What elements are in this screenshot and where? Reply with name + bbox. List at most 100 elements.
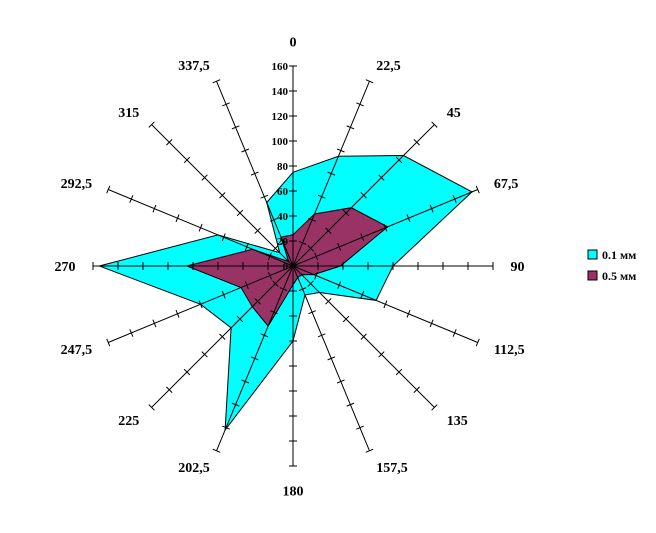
tick-6-7 — [413, 386, 420, 393]
tick-11-2 — [244, 281, 249, 289]
tick-10-4 — [219, 333, 226, 340]
tick-7-7 — [356, 425, 364, 430]
tick-7-1 — [298, 287, 307, 292]
tick-15-7 — [222, 102, 230, 107]
legend-swatch-0.1mm — [587, 249, 598, 260]
tick-7-8 — [365, 448, 374, 453]
tick-9-6 — [231, 402, 240, 407]
legend-label-0.5mm: 0.5 мм — [602, 269, 636, 283]
legend-swatch-0.5mm — [587, 270, 598, 281]
tick-13-2 — [244, 243, 249, 251]
tick-13-8 — [106, 185, 111, 194]
tick-10-7 — [166, 386, 173, 393]
tick-15-3 — [260, 194, 269, 199]
tick-10-2 — [254, 298, 261, 305]
tick-6-2 — [325, 298, 332, 305]
tick-6-8 — [431, 404, 438, 411]
tick-1-7 — [356, 102, 364, 107]
direction-label-13: 292,5 — [61, 177, 93, 192]
radial-tick-label-3: 60 — [277, 186, 289, 198]
tick-2-2 — [325, 227, 332, 234]
tick-1-1 — [298, 240, 307, 245]
radial-tick-label-2: 40 — [277, 211, 289, 223]
tick-1-5 — [336, 148, 345, 153]
direction-label-9: 202,5 — [178, 461, 210, 476]
radial-tick-label-8: 160 — [272, 61, 289, 73]
tick-14-2 — [254, 227, 261, 234]
tick-14-7 — [166, 139, 173, 146]
tick-6-4 — [360, 333, 367, 340]
direction-label-12: 270 — [55, 260, 76, 275]
direction-label-5: 112,5 — [494, 343, 525, 358]
legend-label-0.1mm: 0.1 мм — [602, 248, 636, 262]
tick-13-6 — [152, 204, 157, 213]
tick-3-4 — [383, 223, 388, 232]
axes-layer — [92, 65, 494, 467]
tick-13-1 — [267, 252, 272, 261]
tick-3-8 — [475, 185, 480, 194]
tick-15-5 — [241, 148, 250, 153]
tick-14-3 — [236, 209, 244, 217]
tick-15-8 — [212, 79, 221, 84]
tick-5-4 — [383, 300, 388, 309]
tick-14-4 — [219, 192, 226, 199]
tick-3-7 — [452, 195, 457, 203]
tick-10-1 — [272, 280, 279, 287]
tick-11-4 — [198, 300, 203, 309]
tick-2-6 — [395, 156, 403, 164]
direction-label-10: 225 — [118, 414, 139, 429]
tick-15-6 — [231, 125, 240, 130]
labels-layer: 0 22,5 45 67,5 90 112,5 135 157,5 180 202,5 225 247… — [55, 36, 525, 500]
tick-1-8 — [365, 79, 374, 84]
tick-11-1 — [267, 271, 272, 280]
radial-tick-label-1: 20 — [277, 236, 289, 248]
tick-7-6 — [346, 402, 355, 407]
tick-1-3 — [317, 194, 326, 199]
tick-14-8 — [148, 121, 155, 128]
legend: 0.1 мм 0.5 мм — [587, 248, 636, 283]
radial-tick-label-7: 140 — [272, 86, 289, 98]
tick-6-3 — [342, 315, 350, 323]
tick-1-4 — [327, 171, 336, 176]
tick-14-1 — [272, 245, 279, 252]
tick-11-3 — [221, 290, 226, 299]
direction-label-8: 180 — [283, 485, 304, 500]
tick-14-5 — [201, 174, 208, 181]
radial-tick-label-6: 120 — [272, 111, 289, 123]
tick-10-5 — [201, 351, 208, 358]
direction-label-11: 247,5 — [61, 343, 93, 358]
tick-2-4 — [360, 192, 367, 199]
direction-label-7: 157,5 — [376, 461, 408, 476]
tick-11-7 — [129, 329, 134, 337]
tick-13-4 — [198, 223, 203, 232]
tick-6-6 — [395, 368, 403, 376]
tick-2-5 — [378, 174, 385, 181]
direction-label-6: 135 — [447, 414, 468, 429]
tick-11-6 — [152, 319, 157, 328]
tick-1-2 — [308, 217, 316, 222]
tick-10-8 — [148, 404, 155, 411]
tick-7-4 — [327, 356, 336, 361]
direction-label-3: 67,5 — [494, 177, 519, 192]
direction-label-1: 22,5 — [376, 59, 401, 74]
tick-15-1 — [279, 240, 288, 245]
tick-2-3 — [342, 209, 350, 217]
tick-6-5 — [378, 351, 385, 358]
tick-5-8 — [475, 338, 480, 347]
tick-3-2 — [337, 243, 342, 251]
tick-2-8 — [431, 121, 438, 128]
tick-10-3 — [236, 315, 244, 323]
tick-15-4 — [250, 171, 259, 176]
tick-7-5 — [336, 379, 345, 384]
tick-6-1 — [307, 280, 314, 287]
tick-3-1 — [314, 252, 319, 261]
tick-11-5 — [175, 309, 180, 318]
tick-2-1 — [307, 245, 314, 252]
tick-10-6 — [183, 368, 191, 376]
tick-2-7 — [413, 139, 420, 146]
tick-3-3 — [360, 233, 365, 242]
direction-label-4: 90 — [511, 260, 525, 275]
tick-5-2 — [337, 281, 342, 289]
direction-label-0: 0 — [290, 36, 297, 51]
